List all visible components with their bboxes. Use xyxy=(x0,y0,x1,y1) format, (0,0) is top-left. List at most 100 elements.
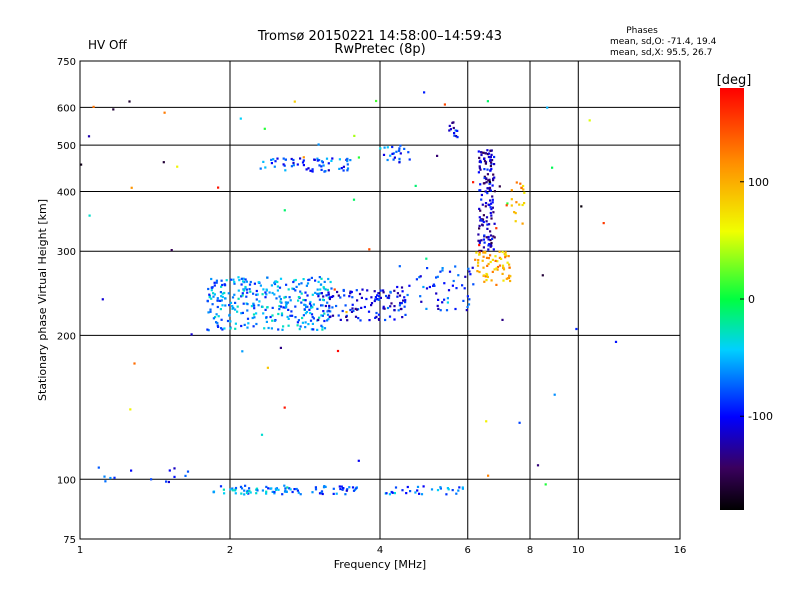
data-point xyxy=(455,492,458,495)
data-point xyxy=(285,490,288,493)
data-point xyxy=(335,304,338,308)
data-point xyxy=(267,326,270,330)
data-point xyxy=(389,305,392,308)
data-point xyxy=(374,298,377,301)
data-point xyxy=(346,160,349,163)
data-point xyxy=(507,255,510,258)
data-point xyxy=(247,492,250,495)
data-point xyxy=(264,166,267,169)
data-point xyxy=(309,319,313,322)
data-point xyxy=(217,315,220,318)
data-point xyxy=(305,284,308,287)
data-point xyxy=(495,267,498,270)
data-point xyxy=(436,489,440,492)
data-point xyxy=(360,296,363,299)
data-point xyxy=(324,304,327,308)
data-point xyxy=(495,227,498,230)
grid-lines xyxy=(80,61,680,539)
data-point xyxy=(274,280,278,283)
data-point xyxy=(207,311,210,314)
data-point xyxy=(488,186,492,189)
data-point xyxy=(373,290,376,293)
data-point xyxy=(302,164,305,167)
data-point xyxy=(255,322,258,326)
data-point xyxy=(513,211,516,214)
data-point xyxy=(393,309,396,312)
y-tick-label: 100 xyxy=(57,475,76,486)
data-point xyxy=(432,283,435,286)
data-point xyxy=(278,305,281,308)
data-point xyxy=(318,316,321,319)
data-point xyxy=(327,291,330,294)
data-point xyxy=(285,304,288,307)
data-point xyxy=(223,327,226,330)
data-point xyxy=(492,173,495,176)
data-point xyxy=(249,491,252,494)
data-point xyxy=(314,488,318,491)
data-point xyxy=(487,179,490,182)
data-point xyxy=(320,314,323,317)
data-point xyxy=(284,169,287,172)
data-point xyxy=(216,299,219,302)
data-point xyxy=(484,205,487,208)
data-point xyxy=(283,490,287,493)
data-point xyxy=(439,486,442,489)
data-point xyxy=(465,309,468,312)
data-point xyxy=(486,227,489,230)
data-point xyxy=(292,158,295,162)
data-point xyxy=(456,129,459,132)
data-point xyxy=(490,208,493,211)
data-point xyxy=(319,288,322,291)
data-point xyxy=(227,292,230,295)
data-point xyxy=(321,314,324,317)
data-point xyxy=(221,304,224,307)
data-point xyxy=(128,100,131,103)
data-point xyxy=(492,248,495,251)
data-point xyxy=(344,493,347,496)
data-point xyxy=(219,485,223,488)
data-point xyxy=(498,264,502,267)
data-point xyxy=(244,287,247,290)
data-point xyxy=(319,283,323,286)
data-point xyxy=(220,279,223,282)
data-point xyxy=(302,298,305,302)
data-point xyxy=(320,324,323,327)
data-point xyxy=(263,327,266,330)
data-point xyxy=(234,488,237,491)
data-point xyxy=(487,155,490,159)
data-point xyxy=(478,207,481,210)
data-point xyxy=(246,309,249,312)
data-point xyxy=(291,287,294,290)
data-point xyxy=(432,284,435,287)
data-point xyxy=(176,165,179,168)
data-point xyxy=(379,147,382,150)
data-point xyxy=(448,270,452,273)
data-point xyxy=(290,157,293,161)
data-point xyxy=(479,183,482,186)
data-point xyxy=(487,152,491,155)
data-point xyxy=(216,297,219,300)
data-point xyxy=(509,279,512,283)
data-point xyxy=(321,298,324,301)
data-point xyxy=(340,167,343,170)
data-point xyxy=(234,486,238,490)
data-point xyxy=(346,319,349,322)
data-point xyxy=(437,298,440,301)
data-point xyxy=(493,163,496,166)
data-point xyxy=(487,257,490,260)
data-point xyxy=(490,214,493,217)
data-point xyxy=(103,475,106,478)
data-point xyxy=(453,134,456,137)
data-point xyxy=(232,307,235,310)
data-point xyxy=(262,288,265,291)
data-point xyxy=(478,241,481,244)
data-point xyxy=(462,299,465,302)
data-point xyxy=(418,492,421,495)
data-point xyxy=(306,305,309,308)
data-point xyxy=(492,177,495,180)
data-point xyxy=(280,312,284,315)
data-point xyxy=(259,284,262,287)
data-point xyxy=(345,311,348,314)
data-point xyxy=(333,288,336,291)
data-point xyxy=(482,266,485,269)
